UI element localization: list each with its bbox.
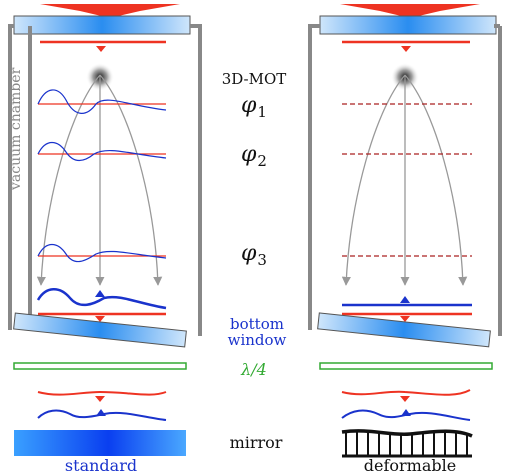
bottom-window-left	[13, 312, 187, 348]
mirror-beam-left	[37, 390, 167, 396]
phi3-label: φ3	[241, 241, 267, 269]
mirror-beam-right	[341, 389, 471, 396]
mirror-wavefront-left	[37, 409, 167, 421]
standard-mirror	[14, 430, 186, 456]
atom-trajectory-right	[341, 74, 406, 286]
bottom-window-right	[317, 312, 491, 348]
bottom-window-label-line2: window	[228, 331, 287, 349]
phi1-label: φ1	[241, 93, 267, 121]
deformable-label: deformable	[364, 456, 456, 474]
top-window-left	[13, 15, 191, 35]
wavefront-1-left	[37, 89, 167, 114]
quarter-wave-label: λ/4	[240, 360, 267, 379]
left-panel	[8, 4, 202, 456]
deformable-mirror	[341, 429, 473, 458]
quarter-wave-plate-right	[319, 362, 493, 370]
vacuum-chamber-label: vacuum chamber	[8, 67, 24, 191]
right-panel	[308, 4, 502, 458]
quarter-wave-plate-left	[13, 362, 187, 370]
wavefront-2-left	[37, 141, 167, 162]
incoming-beam-arrow-left	[40, 4, 180, 18]
mot-label: 3D-MOT	[222, 70, 287, 88]
incoming-beam-arrow-right	[340, 4, 480, 18]
standard-label: standard	[65, 456, 137, 474]
reflected-wavefront-left	[36, 288, 167, 310]
phi2-label: φ2	[241, 142, 267, 170]
mirror-label: mirror	[230, 433, 283, 452]
mirror-wavefront-right	[341, 409, 471, 421]
bottom-window-label-line1: bottom	[230, 315, 284, 333]
wavefront-3-left	[37, 243, 167, 263]
vacuum-chamber-wall-left	[28, 24, 202, 336]
atom-trajectory-left	[36, 74, 101, 286]
top-window-right	[319, 15, 497, 35]
